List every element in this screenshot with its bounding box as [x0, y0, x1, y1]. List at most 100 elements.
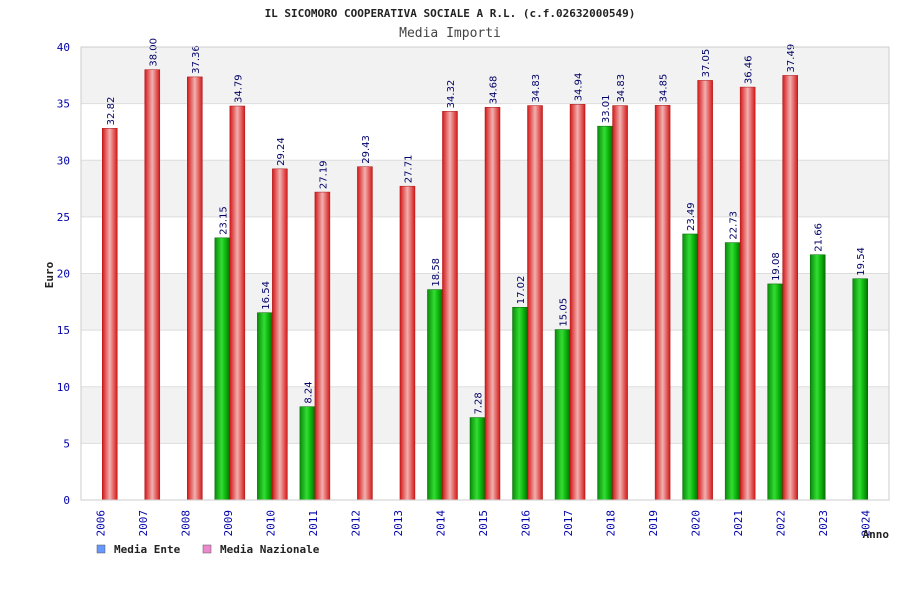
bar-media-ente — [299, 406, 316, 501]
legend-label: Media Ente — [114, 543, 181, 556]
x-tick-label: 2008 — [179, 510, 192, 537]
plot-frame — [80, 46, 890, 501]
bar-media-nazionale — [739, 86, 756, 501]
y-tick-label: 15 — [57, 324, 70, 337]
bar-media-ente — [512, 306, 528, 501]
data-label: 7.28 — [474, 392, 485, 414]
data-label: 19.08 — [771, 252, 782, 281]
bar-media-nazionale — [527, 105, 543, 501]
bar-media-nazionale — [697, 80, 713, 501]
axes: 0 5 10 15 20 25 30 35 40 2006 2007 2008 2009 2010 2011… — [57, 41, 890, 537]
bar-media-nazionale — [102, 128, 118, 501]
bar-media-nazionale — [654, 105, 671, 501]
data-label: 21.66 — [814, 223, 825, 252]
chart-title: IL SICOMORO COOPERATIVA SOCIALE A R.L. (… — [265, 7, 636, 20]
x-axis-title: Anno — [863, 528, 890, 541]
x-tick-label: 2007 — [137, 510, 150, 537]
data-label: 34.85 — [659, 74, 670, 103]
bar-media-ente — [554, 329, 571, 501]
x-tick-label: 2020 — [690, 510, 703, 537]
data-label: 23.49 — [686, 202, 697, 231]
bar-media-ente — [214, 237, 231, 501]
value-labels: 23.15 16.54 8.24 18.58 7.28 17.02 15.05 33.01 23… — [106, 38, 867, 415]
y-tick-label: 10 — [57, 381, 70, 394]
data-label: 34.94 — [574, 73, 585, 102]
data-label: 15.05 — [559, 298, 570, 327]
legend: Media Ente Media Nazionale — [96, 543, 320, 556]
bar-media-ente — [852, 278, 868, 501]
bar-media-ente — [809, 254, 826, 501]
x-tick-label: 2012 — [349, 510, 362, 537]
data-label: 8.24 — [303, 381, 314, 403]
x-tick-label: 2014 — [434, 510, 447, 537]
data-label: 34.83 — [531, 74, 542, 103]
y-tick-label: 25 — [57, 211, 70, 224]
x-tick-label: 2021 — [732, 510, 745, 537]
bars — [102, 69, 868, 501]
y-tick-label: 0 — [63, 494, 70, 507]
data-label: 36.46 — [744, 55, 755, 84]
bar-media-nazionale — [484, 106, 501, 501]
x-tick-label: 2010 — [264, 510, 277, 537]
x-tick-label: 2017 — [562, 510, 575, 537]
bar-media-ente — [767, 283, 783, 501]
x-tick-label: 2022 — [775, 510, 788, 537]
bar-media-ente — [427, 289, 443, 501]
x-tick-label: 2024 — [860, 510, 873, 537]
data-label: 29.43 — [361, 135, 372, 164]
data-label: 27.19 — [318, 160, 329, 189]
bar-media-nazionale — [569, 104, 586, 501]
bar-media-ente — [724, 242, 741, 501]
bar-media-ente — [469, 417, 486, 501]
bar-media-nazionale — [272, 168, 288, 501]
bar-media-nazionale — [782, 75, 798, 501]
bar-media-nazionale — [314, 191, 331, 501]
bar-media-nazionale — [612, 105, 628, 501]
x-tick-label: 2011 — [307, 510, 320, 537]
x-tick-label: 2009 — [222, 510, 235, 537]
x-tick-label: 2019 — [647, 510, 660, 537]
y-tick-label: 20 — [57, 268, 70, 281]
bar-media-ente — [597, 125, 613, 501]
bar-media-nazionale — [357, 166, 373, 501]
data-label: 34.32 — [446, 80, 457, 109]
x-tick-label: 2006 — [94, 510, 107, 537]
x-tick-label: 2018 — [605, 510, 618, 537]
data-label: 37.36 — [191, 45, 202, 74]
bar-media-nazionale — [399, 185, 416, 501]
data-label: 34.68 — [489, 76, 500, 105]
bar-media-nazionale — [144, 69, 161, 501]
data-label: 22.73 — [729, 211, 740, 240]
bar-media-nazionale — [442, 111, 458, 501]
data-label: 34.79 — [233, 74, 244, 103]
data-label: 17.02 — [516, 276, 527, 305]
data-label: 23.15 — [218, 206, 229, 235]
legend-label: Media Nazionale — [220, 543, 320, 556]
data-label: 18.58 — [431, 258, 442, 287]
y-tick-label: 30 — [57, 154, 70, 167]
x-tick-label: 2015 — [477, 510, 490, 537]
data-label: 27.71 — [403, 155, 414, 184]
data-label: 32.82 — [106, 97, 117, 126]
bar-media-nazionale — [229, 105, 246, 501]
bar-media-ente — [682, 233, 698, 501]
data-label: 34.83 — [616, 74, 627, 103]
bar-media-ente — [257, 312, 273, 501]
data-label: 37.05 — [701, 49, 712, 78]
y-tick-label: 5 — [63, 437, 70, 450]
y-axis-title: Euro — [43, 261, 56, 288]
x-tick-label: 2023 — [817, 510, 830, 537]
legend-swatch — [96, 544, 106, 554]
x-tick-label: 2013 — [392, 510, 405, 537]
chart-subtitle: Media Importi — [399, 26, 501, 41]
y-tick-label: 35 — [57, 98, 70, 111]
x-tick-label: 2016 — [520, 510, 533, 537]
data-label: 38.00 — [148, 38, 159, 67]
y-tick-label: 40 — [57, 41, 70, 54]
data-label: 16.54 — [261, 281, 272, 310]
data-label: 29.24 — [276, 137, 287, 166]
data-label: 33.01 — [601, 95, 612, 124]
bar-media-nazionale — [187, 76, 203, 501]
